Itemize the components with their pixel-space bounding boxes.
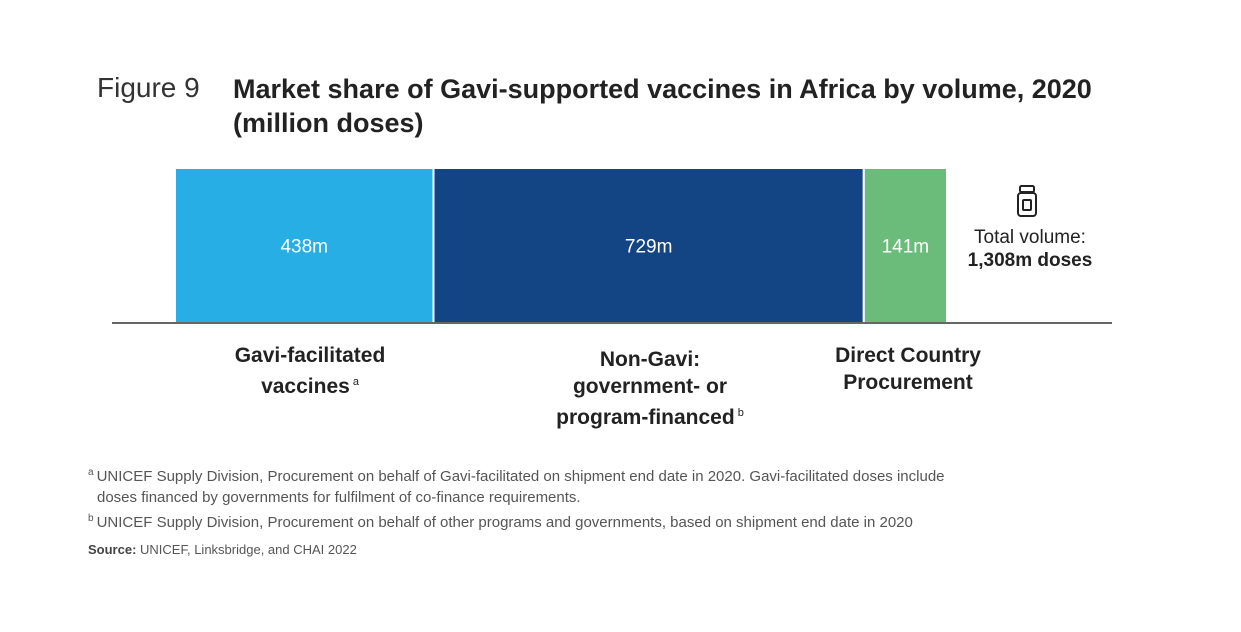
total-label: Total volume: (974, 227, 1086, 248)
category-label-line: Procurement (843, 371, 973, 394)
source-text: UNICEF, Linksbridge, and CHAI 2022 (140, 542, 357, 557)
chart-title: Market share of Gavi-supported vaccines … (233, 74, 1092, 138)
bar-value-label: 141m (882, 237, 930, 258)
category-label-line: Non-Gavi: (599, 348, 701, 371)
source-label: Source: (88, 542, 137, 557)
footnote-mark: a (352, 376, 359, 388)
footnote-b: b UNICEF Supply Division, Procurement on … (88, 508, 1068, 533)
footnote-text: UNICEF Supply Division, Procurement on b… (96, 468, 945, 485)
vaccine-vial-icon (1017, 185, 1037, 217)
category-label-gavi: Gavi-facilitated vaccines a (190, 342, 430, 400)
category-label-line: program-financed (556, 406, 735, 429)
bar-value-label: 729m (625, 237, 673, 258)
category-label-non-gavi: Non-Gavi: government- or program-finance… (520, 346, 780, 431)
category-label-line: Gavi-facilitated (234, 344, 386, 367)
footnote-a: a UNICEF Supply Division, Procurement on … (88, 462, 1068, 487)
footnote-mark: a (88, 467, 94, 478)
footnote-mark: b (737, 407, 744, 419)
source-note: Source: UNICEF, Linksbridge, and CHAI 20… (88, 542, 357, 557)
footnotes: a UNICEF Supply Division, Procurement on … (88, 462, 1068, 533)
figure-label: Figure 9 (97, 72, 200, 103)
category-label-line: vaccines (261, 375, 350, 398)
category-label-line: Direct Country (835, 344, 981, 367)
category-label-line: government- or (572, 375, 727, 398)
total-value: 1,308m doses (967, 250, 1093, 271)
footnote-text: UNICEF Supply Division, Procurement on b… (96, 514, 913, 531)
footnote-mark: b (88, 513, 94, 524)
category-label-direct: Direct Country Procurement (803, 342, 1013, 396)
bar-value-label: 438m (280, 237, 328, 258)
footnote-a-cont: doses financed by governments for fulfil… (97, 489, 581, 506)
total-volume: Total volume: 1,308m doses (960, 226, 1100, 272)
